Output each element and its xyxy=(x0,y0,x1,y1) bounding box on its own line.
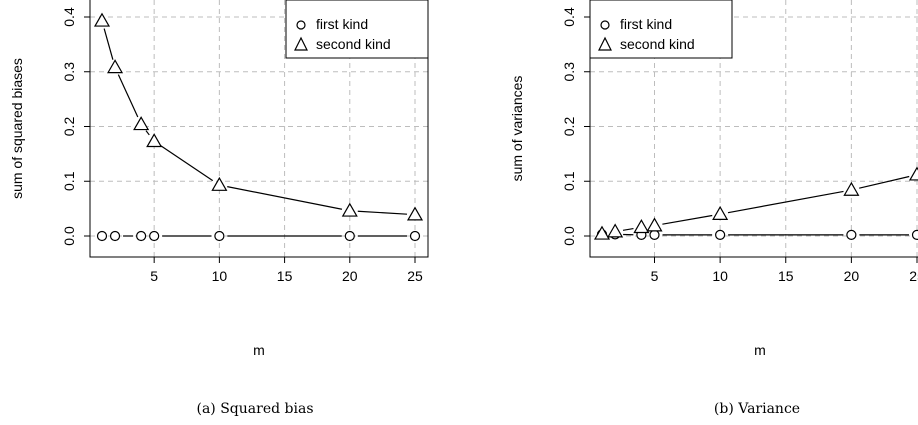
legend-triangle-icon xyxy=(598,36,612,51)
data-point-circle xyxy=(344,230,355,242)
legend-circle-icon xyxy=(600,20,610,30)
legend-label: second kind xyxy=(316,36,391,52)
series-segment xyxy=(160,145,214,182)
y-tick-label: 0.2 xyxy=(61,117,77,137)
y-tick-label: 0.0 xyxy=(561,226,577,246)
y-axis: 0.0 0.1 0.2 0.3 0.4 sum of squared biases xyxy=(9,7,90,246)
y-tick-label: 0.3 xyxy=(561,62,577,82)
y-tick-label: 0.2 xyxy=(561,117,577,137)
legend-triangle-icon xyxy=(294,36,308,51)
y-tick-label: 0.1 xyxy=(61,171,77,191)
x-axis: 5 10 15 20 25 m xyxy=(150,257,423,358)
y-axis: 0.0 0.1 0.2 0.3 0.4 sum of variances xyxy=(509,7,590,246)
legend-label: first kind xyxy=(316,16,368,32)
data-point-triangle xyxy=(593,225,611,240)
y-tick-label: 0.0 xyxy=(61,226,77,246)
series-segment xyxy=(103,28,114,60)
data-point-triangle xyxy=(406,206,424,221)
y-axis-label: sum of squared biases xyxy=(9,58,25,199)
x-tick-label: 10 xyxy=(212,268,228,284)
x-axis-label: m xyxy=(754,342,766,358)
data-point-circle xyxy=(149,230,160,242)
data-point-triangle xyxy=(908,166,918,181)
data-point-circle xyxy=(96,230,108,242)
series-segment xyxy=(227,186,343,210)
series-group xyxy=(593,166,918,241)
data-point-triangle xyxy=(646,217,663,232)
legend-label: second kind xyxy=(620,36,695,52)
figure-caption: (a) Squared bias xyxy=(197,401,314,417)
legend: first kind second kind xyxy=(589,0,733,59)
series-group xyxy=(93,12,424,242)
data-point-circle xyxy=(136,230,147,242)
series-triangle xyxy=(593,166,918,240)
data-point-triangle xyxy=(341,202,358,217)
figure-caption: (b) Variance xyxy=(714,401,800,417)
data-point-triangle xyxy=(633,219,650,234)
legend: first kind second kind xyxy=(285,0,429,59)
data-point-triangle xyxy=(93,12,111,27)
legend-circle-icon xyxy=(296,20,306,30)
x-tick-label: 15 xyxy=(277,268,293,284)
data-point-circle xyxy=(649,229,660,241)
data-point-circle xyxy=(846,229,857,241)
panel-variance: 5 10 15 20 25 m 0.0 0.1 0.2 0.3 0.4 sum of variance… xyxy=(509,0,918,417)
data-point-circle xyxy=(911,229,918,241)
series-segment xyxy=(859,175,910,189)
x-tick-label: 5 xyxy=(651,268,659,284)
x-tick-label: 25 xyxy=(407,268,423,284)
x-axis: 5 10 15 20 25 m xyxy=(651,257,918,358)
series-triangle xyxy=(93,12,424,221)
data-point-circle xyxy=(109,230,121,242)
data-point-triangle xyxy=(843,181,860,196)
series-circle xyxy=(96,230,421,242)
legend-label: first kind xyxy=(620,16,672,32)
x-tick-label: 5 xyxy=(150,268,158,284)
series-segment xyxy=(357,210,408,215)
data-point-triangle xyxy=(146,133,163,148)
data-point-circle xyxy=(214,230,225,242)
y-tick-label: 0.4 xyxy=(561,7,577,27)
x-tick-label: 10 xyxy=(712,268,728,284)
series-segment xyxy=(117,74,139,118)
series-segment xyxy=(622,227,634,231)
data-point-triangle xyxy=(712,205,729,220)
panel-squared-bias: 5 10 15 20 25 m 0.0 0.1 0.2 0.3 0.4 sum of squared … xyxy=(9,0,429,417)
x-tick-label: 20 xyxy=(342,268,358,284)
legend-box xyxy=(589,0,733,59)
data-point-triangle xyxy=(107,59,124,74)
data-point-circle xyxy=(409,230,421,242)
series-segment xyxy=(727,190,844,214)
y-tick-label: 0.4 xyxy=(61,7,77,27)
data-point-triangle xyxy=(607,223,624,238)
data-point-triangle xyxy=(133,116,150,131)
y-axis-label: sum of variances xyxy=(509,76,525,182)
y-tick-label: 0.3 xyxy=(61,62,77,82)
legend-box xyxy=(285,0,429,59)
data-point-triangle xyxy=(211,176,228,191)
x-axis-label: m xyxy=(253,342,265,358)
x-tick-label: 15 xyxy=(778,268,794,284)
x-tick-label: 20 xyxy=(844,268,860,284)
series-segment xyxy=(662,214,713,225)
data-point-circle xyxy=(715,229,726,241)
series-segment xyxy=(145,130,150,136)
x-tick-label: 25 xyxy=(909,268,918,284)
y-tick-label: 0.1 xyxy=(561,171,577,191)
